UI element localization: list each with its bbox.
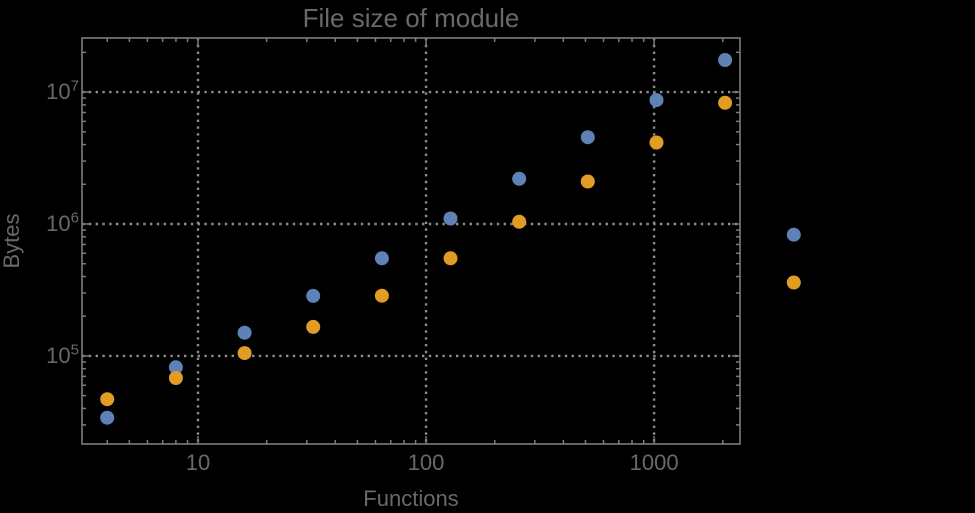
data-point-orange bbox=[443, 251, 458, 266]
chart-title: File size of module bbox=[302, 3, 520, 33]
plot-frame bbox=[81, 37, 741, 445]
data-point-blue bbox=[168, 360, 183, 375]
data-point-orange bbox=[168, 371, 183, 385]
data-point-blue bbox=[306, 288, 321, 303]
data-point-orange bbox=[786, 275, 801, 290]
data-point-blue bbox=[580, 130, 595, 145]
data-point-blue bbox=[100, 410, 115, 425]
data-point-orange bbox=[237, 346, 252, 361]
data-point-orange bbox=[100, 392, 115, 407]
data-point-blue bbox=[237, 325, 252, 340]
data-point-orange bbox=[580, 174, 595, 189]
x-tick-label: 10 bbox=[185, 450, 211, 475]
data-point-orange bbox=[306, 319, 321, 334]
data-point-blue bbox=[649, 93, 664, 108]
y-tick-label: 106 bbox=[46, 209, 79, 236]
data-point-blue bbox=[374, 251, 389, 266]
data-point-blue bbox=[786, 227, 801, 242]
x-tick-label: 1000 bbox=[629, 450, 679, 475]
y-tick-label: 105 bbox=[46, 341, 79, 368]
data-point-orange bbox=[649, 135, 664, 150]
data-point-blue bbox=[443, 211, 458, 226]
x-tick-label: 100 bbox=[407, 450, 445, 475]
x-axis-label: Functions bbox=[363, 486, 459, 511]
data-point-blue bbox=[718, 53, 733, 67]
data-point-orange bbox=[374, 288, 389, 303]
y-tick-label: 107 bbox=[46, 77, 79, 105]
data-point-blue bbox=[512, 171, 527, 186]
data-point-orange bbox=[718, 95, 733, 110]
data-point-orange bbox=[512, 214, 527, 229]
